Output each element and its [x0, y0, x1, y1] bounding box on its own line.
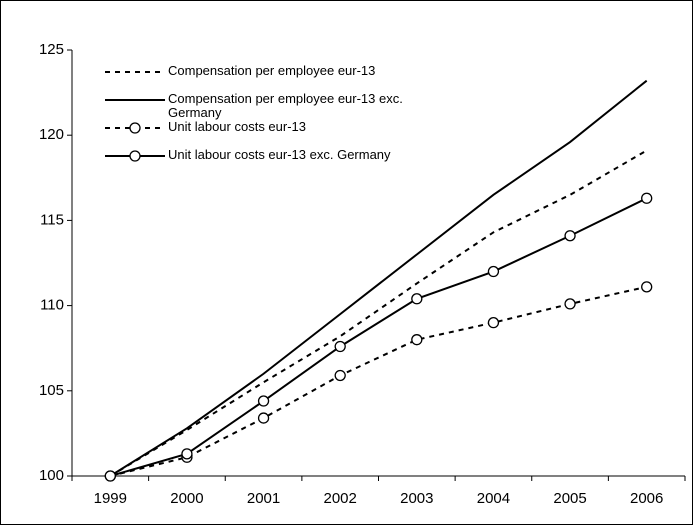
x-tick-label: 2006 [630, 490, 663, 507]
point [181, 448, 193, 460]
point [257, 395, 270, 407]
y-tick-label: 120 [39, 126, 64, 143]
x-tick-label: 2005 [553, 490, 586, 507]
y-tick-label: 115 [40, 211, 64, 228]
legend-label: Compensation per employee eur-13 exc. Ge… [168, 91, 403, 120]
point [257, 412, 270, 424]
series-line [110, 285, 647, 477]
y-tick-label: 125 [39, 41, 64, 58]
x-tick-label: 1999 [94, 490, 127, 507]
legend-label: Unit labour costs eur-13 [168, 119, 307, 134]
legend-marker [129, 122, 141, 134]
x-tick-label: 2003 [400, 490, 433, 507]
x-tick-label: 2001 [247, 490, 280, 507]
series-line [110, 197, 648, 477]
point [104, 470, 116, 482]
point [411, 293, 423, 305]
x-tick-label: 2002 [324, 490, 357, 507]
point [487, 265, 500, 278]
legend-label: Compensation per employee eur-13 [168, 63, 376, 78]
point [487, 316, 500, 329]
point [334, 340, 346, 353]
legend-label: Unit labour costs eur-13 exc. Germany [168, 147, 391, 162]
y-tick-label: 105 [39, 382, 64, 399]
x-tick-label: 2000 [170, 490, 203, 507]
y-tick-label: 110 [40, 297, 64, 314]
x-tick-label: 2004 [477, 490, 510, 507]
point [334, 369, 346, 382]
series-line [109, 149, 648, 477]
point [564, 298, 576, 310]
point [564, 230, 576, 242]
y-tick-label: 100 [39, 467, 64, 484]
point [641, 281, 653, 293]
point [641, 192, 653, 204]
point [411, 334, 423, 346]
legend-marker [129, 150, 141, 162]
series-line [109, 79, 648, 477]
